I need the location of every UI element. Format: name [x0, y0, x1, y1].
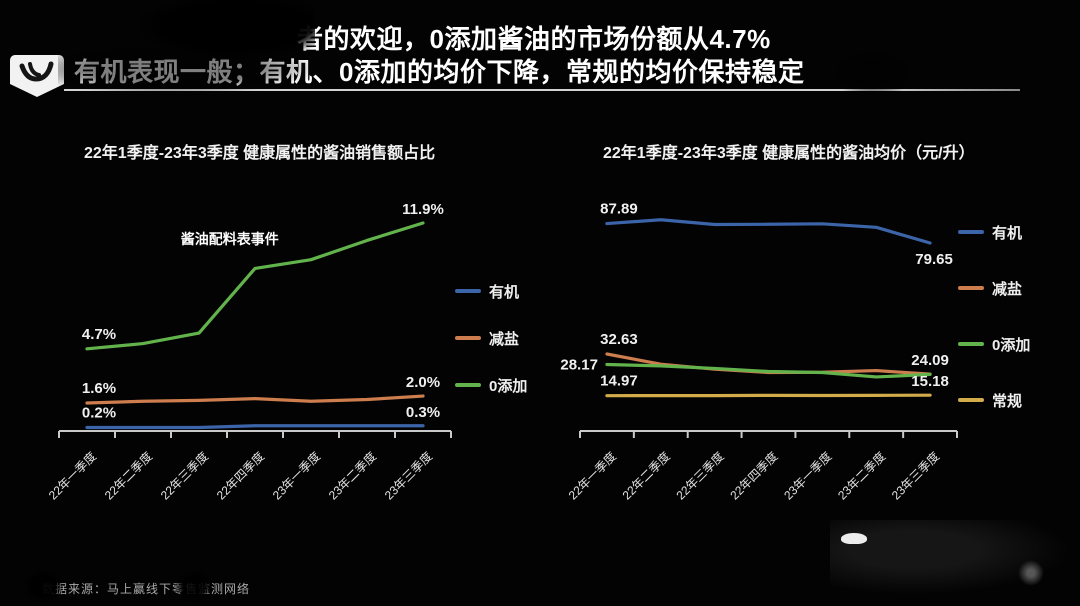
sales-share-chart-title: 22年1季度-23年3季度 健康属性的酱油销售额占比 — [84, 145, 436, 162]
photo-smudge — [830, 520, 1070, 595]
legend-label-regular: 常规 — [992, 392, 1023, 410]
x-axis-label: 23年三季度 — [381, 449, 435, 503]
chart-annotation: 酱油配料表事件 — [181, 231, 279, 247]
avg-price-chart-title: 22年1季度-23年3季度 健康属性的酱油均价（元/升） — [603, 145, 975, 162]
x-axis-label: 23年三季度 — [888, 449, 942, 503]
legend-label-low-salt: 减盐 — [992, 280, 1023, 298]
data-label-regular: 15.18 — [911, 373, 949, 390]
data-label-low-salt: 24.09 — [911, 352, 949, 369]
legend-label-zero-add: 0添加 — [489, 377, 528, 395]
legend-item-zero-add: 0添加 — [455, 375, 527, 395]
legend-item-organic: 有机 — [958, 222, 1030, 242]
series-line-zero-add — [85, 221, 425, 351]
data-label-zero-add: 11.9% — [402, 201, 444, 218]
x-axis-label: 23年一季度 — [269, 449, 323, 503]
data-label-low-salt: 1.6% — [82, 380, 116, 397]
x-axis-label: 22年四季度 — [213, 449, 267, 503]
legend-item-low-salt: 减盐 — [455, 328, 527, 348]
sales-share-chart: 22年一季度 22年二季度 22年三季度 22年四季度 23年一季度 23年二季度 23年三… — [45, 201, 452, 503]
series-line-organic — [605, 218, 932, 245]
title-divider — [64, 89, 1020, 91]
data-label-zero-add: 28.17 — [560, 357, 598, 374]
x-axis-label: 22年二季度 — [101, 449, 155, 503]
data-label-low-salt: 2.0% — [406, 374, 440, 391]
logo-icon — [10, 55, 64, 99]
legend-label-zero-add: 0添加 — [992, 336, 1031, 354]
data-label-low-salt: 32.63 — [600, 331, 638, 348]
x-axis-label: 23年二季度 — [325, 449, 379, 503]
x-axis-label: 23年一季度 — [780, 449, 834, 503]
sales-share-legend: 有机减盐 0添加 — [455, 281, 527, 395]
data-label-regular: 14.97 — [600, 373, 638, 390]
legend-item-zero-add: 0添加 — [958, 334, 1030, 354]
data-label-organic: 0.2% — [82, 405, 116, 422]
x-axis-label: 23年二季度 — [834, 449, 888, 503]
legend-label-organic: 有机 — [489, 283, 520, 301]
avg-price-legend: 有机减盐 0添加常规 — [958, 222, 1030, 410]
photo-smudge — [1018, 560, 1044, 586]
x-axis-label: 22年四季度 — [727, 449, 781, 503]
x-axis-label: 22年二季度 — [619, 449, 673, 503]
slide-title-line1: 者的欢迎，0添加酱油的市场份额从4.7% — [297, 24, 771, 54]
x-axis-label: 22年一季度 — [45, 449, 99, 503]
legend-swatch-regular — [958, 398, 984, 402]
series-line-low-salt — [85, 394, 425, 405]
legend-label-organic: 有机 — [992, 224, 1023, 242]
x-axis-label: 22年三季度 — [157, 449, 211, 503]
data-label-organic: 87.89 — [600, 201, 638, 218]
legend-item-regular: 常规 — [958, 390, 1030, 410]
legend-label-low-salt: 减盐 — [489, 330, 520, 348]
photo-smudge — [841, 533, 867, 544]
legend-item-low-salt: 减盐 — [958, 278, 1030, 298]
photo-smudge — [140, 0, 315, 58]
data-source-note: 数据来源：马上赢线下零售监测网络 — [42, 582, 251, 596]
legend-swatch-organic — [455, 289, 481, 293]
legend-swatch-low-salt — [958, 286, 984, 290]
legend-swatch-zero-add — [958, 342, 984, 346]
series-line-zero-add — [605, 362, 932, 379]
series-line-organic — [85, 424, 425, 430]
x-axis-label: 22年三季度 — [673, 449, 727, 503]
avg-price-chart: 22年一季度 22年二季度 22年三季度 22年四季度 23年一季度 23年二季度 23年三… — [560, 201, 958, 503]
legend-item-organic: 有机 — [455, 281, 527, 301]
legend-swatch-low-salt — [455, 336, 481, 340]
x-axis-label: 22年一季度 — [565, 449, 619, 503]
legend-swatch-zero-add — [455, 383, 481, 387]
data-label-zero-add: 4.7% — [82, 326, 116, 343]
slide-title-line2: 有机表现一般；有机、0添加的均价下降，常规的均价保持稳定 — [74, 57, 805, 87]
data-label-organic: 79.65 — [915, 251, 953, 268]
legend-swatch-organic — [958, 230, 984, 234]
data-label-organic: 0.3% — [406, 404, 440, 421]
